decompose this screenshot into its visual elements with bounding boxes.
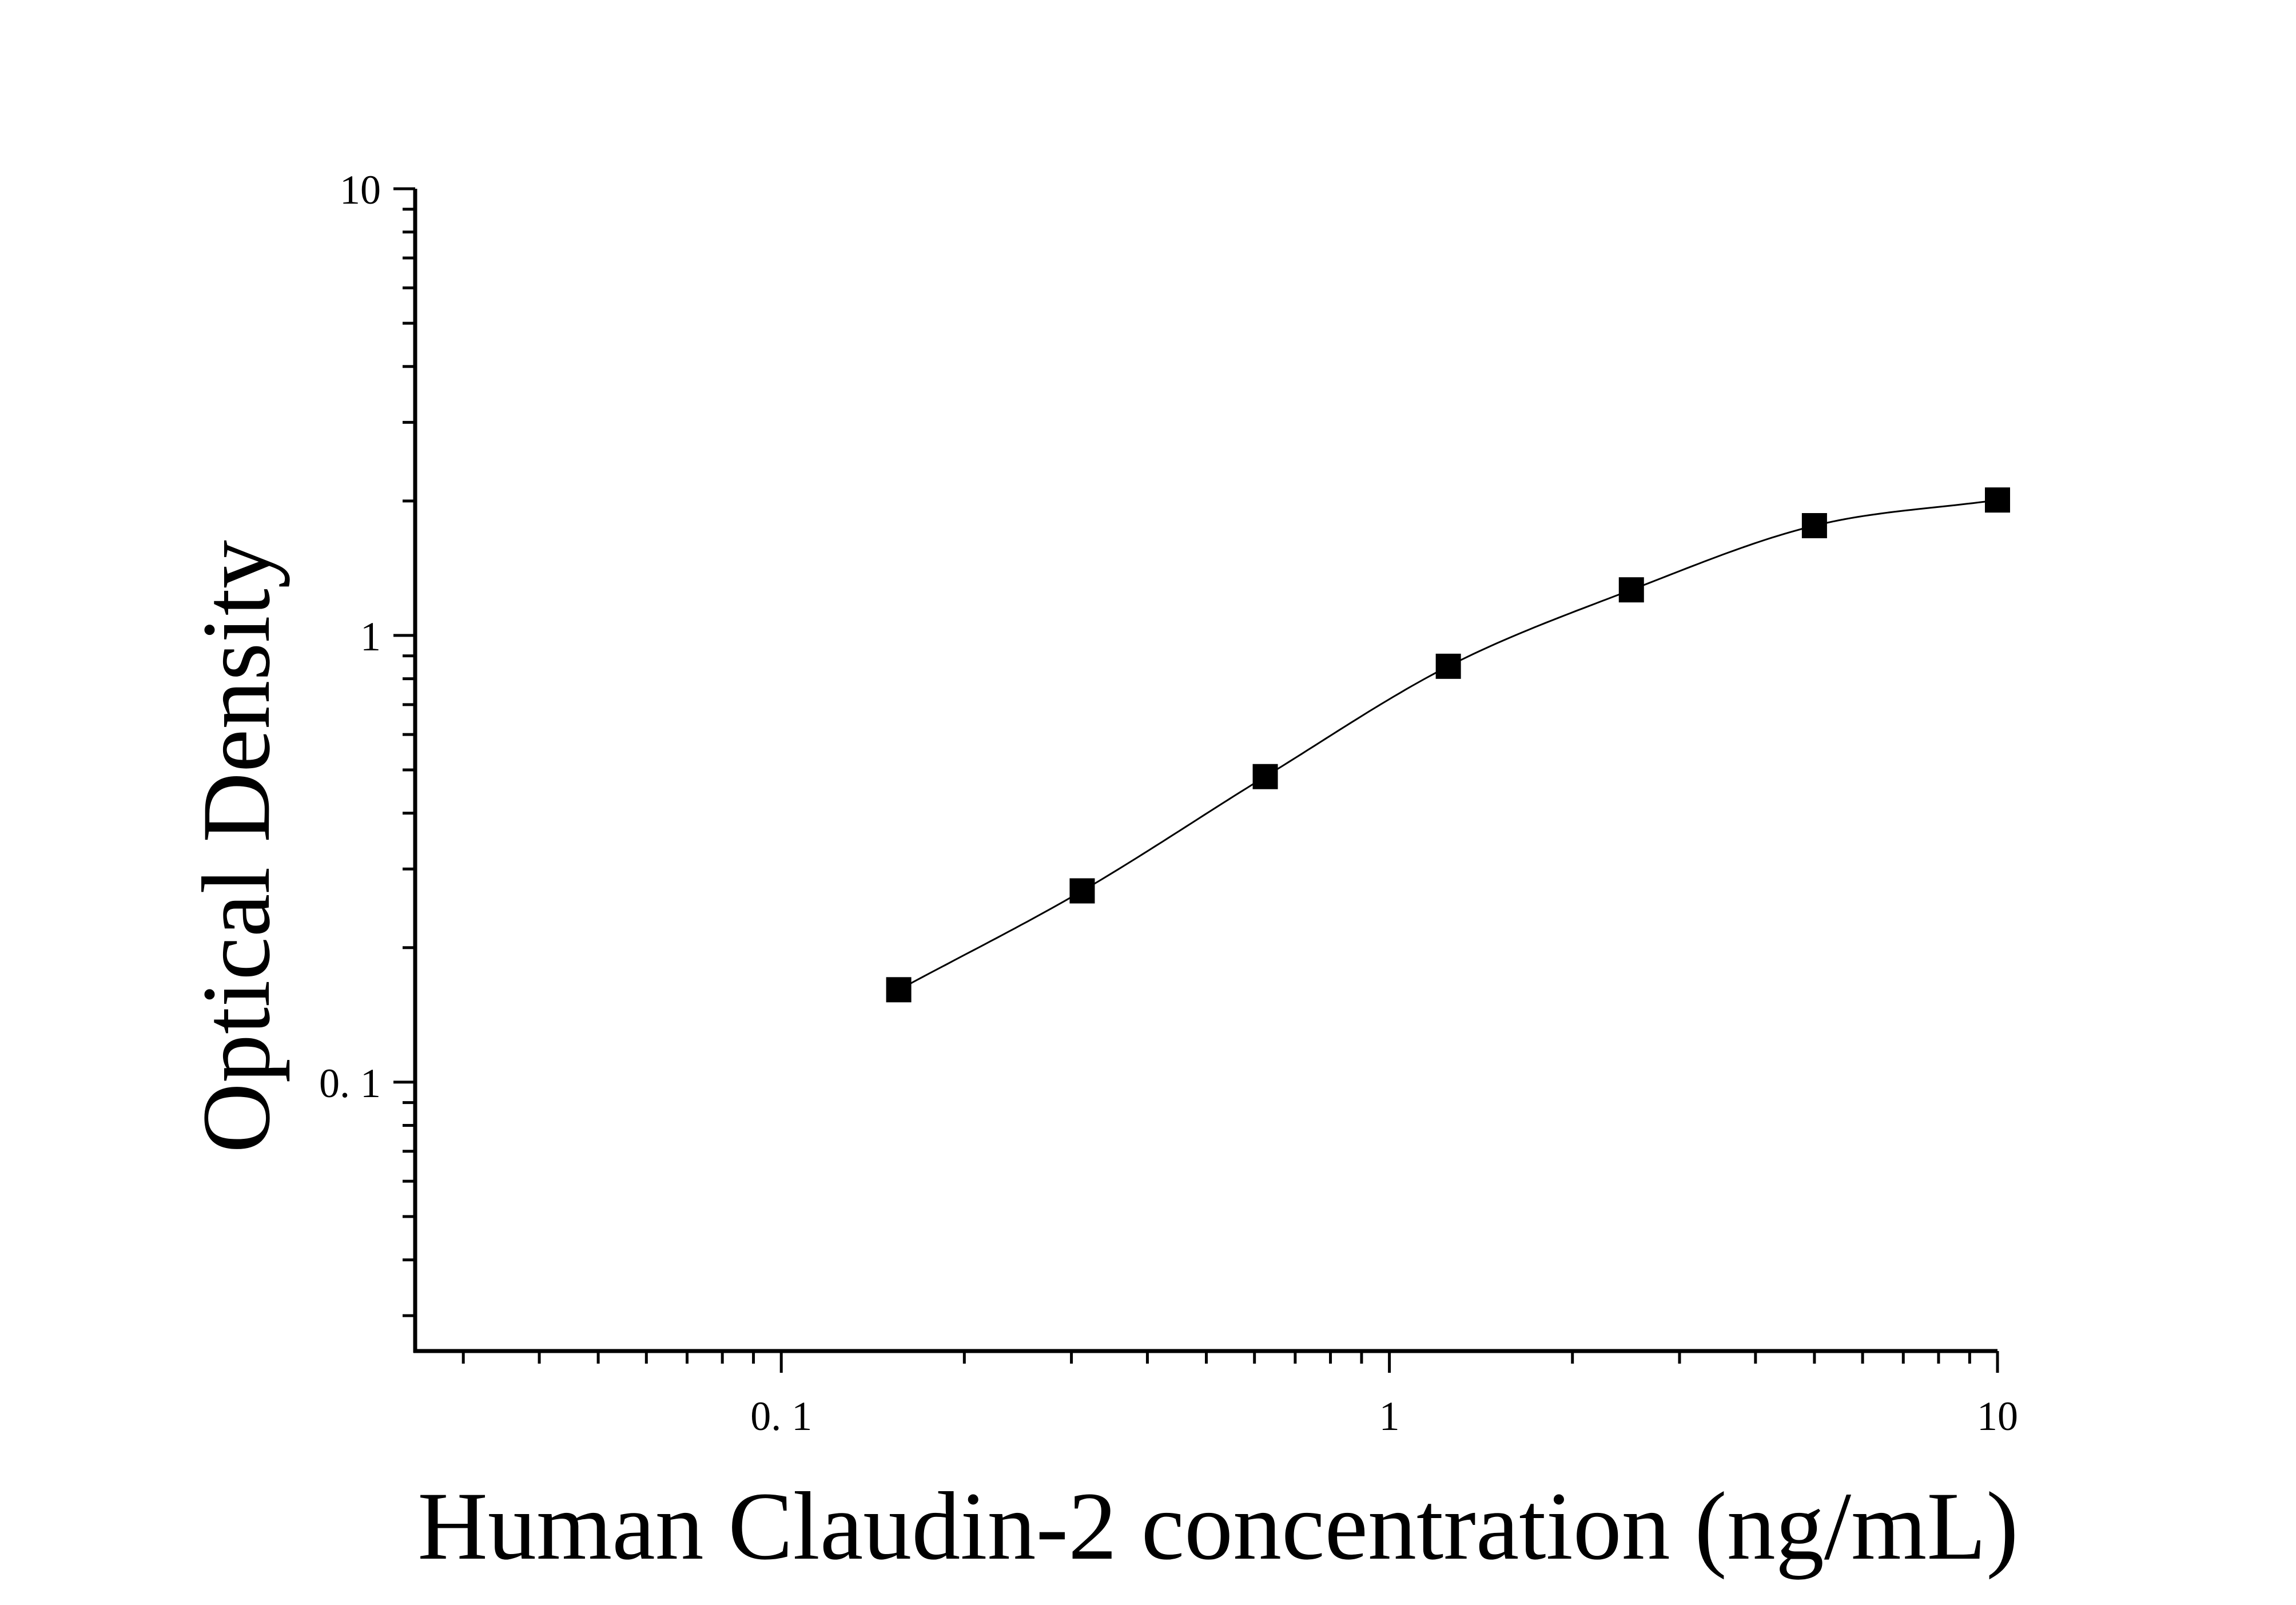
fit-curve	[898, 499, 1998, 991]
x-tick-label: 1	[1379, 1393, 1400, 1439]
y-tick-label: 0. 1	[319, 1060, 381, 1106]
x-tick-label: 10	[1977, 1393, 2018, 1439]
x-tick-label: 0. 1	[750, 1393, 812, 1439]
fit-curve-layer	[898, 499, 1998, 991]
data-point	[1801, 513, 1827, 539]
data-point	[1069, 878, 1095, 904]
data-point	[1252, 764, 1278, 789]
data-point	[1985, 487, 2010, 513]
y-tick-label: 1	[360, 614, 381, 660]
data-point	[1435, 653, 1461, 679]
data-points	[886, 487, 2010, 1003]
y-axis-title: Optical Density	[182, 540, 290, 1153]
y-tick-label: 10	[340, 167, 381, 213]
data-point	[1618, 577, 1644, 603]
data-point	[886, 977, 912, 1003]
x-axis-title: Human Claudin-2 concentration (ng/mL)	[417, 1472, 2019, 1580]
axes: 0. 1 1 10 0. 1 1 10	[319, 167, 2018, 1439]
